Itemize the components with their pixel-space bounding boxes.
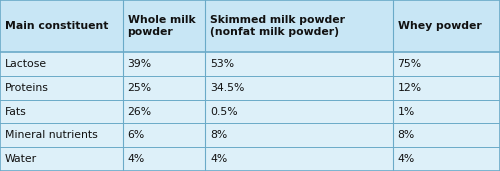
Text: Whole milk
powder: Whole milk powder	[128, 15, 195, 37]
Text: 4%: 4%	[210, 154, 228, 164]
Text: 12%: 12%	[398, 83, 421, 93]
Text: 4%: 4%	[128, 154, 145, 164]
Text: Water: Water	[5, 154, 37, 164]
Text: 4%: 4%	[398, 154, 415, 164]
Text: Whey powder: Whey powder	[398, 21, 481, 31]
Text: Skimmed milk powder
(nonfat milk powder): Skimmed milk powder (nonfat milk powder)	[210, 15, 345, 37]
Text: 75%: 75%	[398, 59, 421, 69]
Text: 0.5%: 0.5%	[210, 107, 238, 117]
Text: 39%: 39%	[128, 59, 152, 69]
Text: Fats: Fats	[5, 107, 27, 117]
Bar	[0, 123, 500, 147]
Text: Proteins: Proteins	[5, 83, 49, 93]
Bar	[0, 147, 500, 171]
Text: Mineral nutrients: Mineral nutrients	[5, 130, 98, 140]
Text: 1%: 1%	[398, 107, 415, 117]
Bar	[0, 100, 500, 123]
Text: 34.5%: 34.5%	[210, 83, 244, 93]
Text: 25%: 25%	[128, 83, 152, 93]
Text: 8%: 8%	[398, 130, 415, 140]
Bar	[0, 76, 500, 100]
Text: 53%: 53%	[210, 59, 234, 69]
Text: 8%: 8%	[210, 130, 228, 140]
Bar	[0, 52, 500, 76]
Text: 26%: 26%	[128, 107, 152, 117]
Bar	[0, 0, 500, 52]
Text: 6%: 6%	[128, 130, 145, 140]
Text: Main constituent: Main constituent	[5, 21, 108, 31]
Text: Lactose: Lactose	[5, 59, 47, 69]
